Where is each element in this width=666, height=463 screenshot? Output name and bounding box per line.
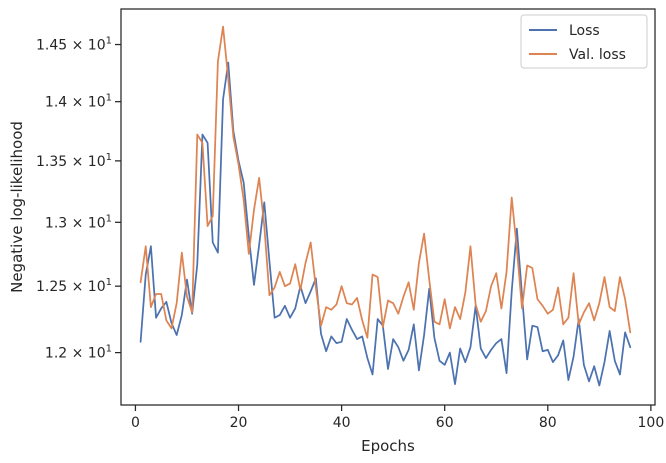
- series-line-loss: [139, 61, 632, 387]
- x-tick-label: 60: [436, 415, 454, 431]
- x-axis-label: Epochs: [361, 437, 415, 455]
- y-tick-label: 1.3 × 101: [45, 213, 112, 231]
- y-tick-label: 1.2 × 101: [45, 344, 112, 362]
- x-axis: 0 20 40 60 80 100: [131, 405, 664, 431]
- y-axis-label: Negative log-likelihood: [8, 121, 26, 293]
- x-tick-label: 80: [539, 415, 557, 431]
- y-tick-label: 1.35 × 101: [36, 152, 112, 170]
- series-line-val-loss: [139, 25, 632, 339]
- y-tick-label: 1.4 × 101: [45, 93, 112, 111]
- plot-frame: [120, 8, 656, 406]
- plot-area: [121, 9, 655, 405]
- x-tick-label: 20: [230, 415, 248, 431]
- x-tick-label: 0: [131, 415, 140, 431]
- legend: Loss Val. loss: [520, 14, 648, 69]
- y-tick-label: 1.25 × 101: [36, 277, 112, 295]
- x-tick-label: 40: [333, 415, 351, 431]
- y-axis: 1.2 × 101 1.25 × 101 1.3 × 101 1.35 × 101 1.…: [36, 36, 121, 362]
- y-tick-label: 1.45 × 101: [36, 36, 112, 54]
- series-lines: [139, 25, 632, 387]
- legend-label-val-loss: Val. loss: [569, 47, 626, 63]
- legend-label-loss: Loss: [569, 23, 600, 39]
- x-tick-label: 100: [638, 415, 665, 431]
